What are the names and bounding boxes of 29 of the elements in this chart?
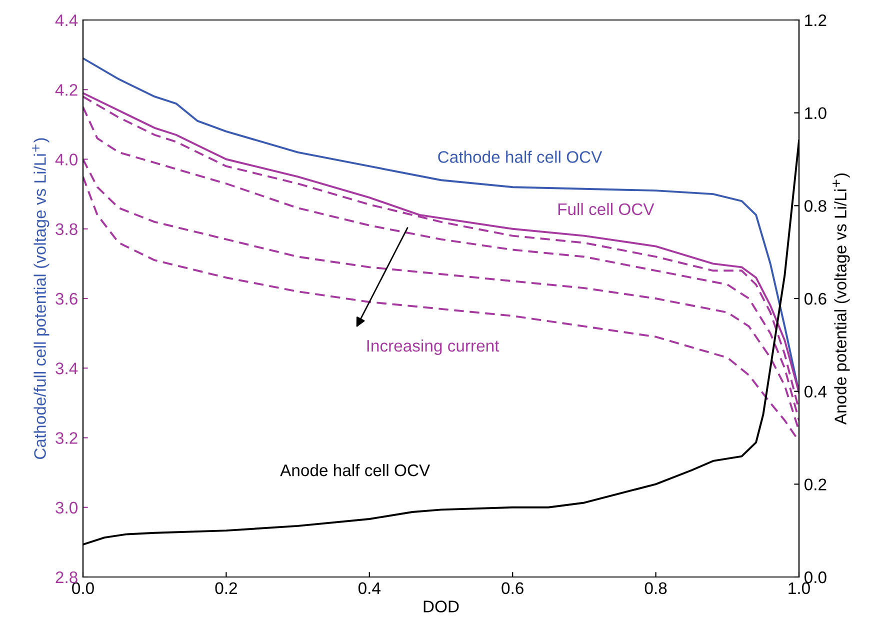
- y-tick-label: 4.2: [55, 84, 78, 96]
- y2-tick-label: 0.6: [804, 292, 826, 305]
- y-tick-label: 3.0: [56, 502, 78, 514]
- annotation: Increasing current: [367, 339, 500, 356]
- x-tick-label: 0.0: [72, 582, 94, 594]
- series-label: Cathode half cell OCV: [438, 150, 602, 163]
- x-axis-title: DOD: [424, 600, 459, 612]
- y-tick-label: 3.2: [56, 432, 78, 444]
- y2-tick-label: 0.8: [804, 200, 826, 212]
- y2-axis-title: Anode potential (voltage vs Li/Li$^{+}$): [832, 173, 850, 425]
- x-tick-label: 0.8: [644, 582, 667, 594]
- x-tick-label: 0.6: [502, 582, 524, 594]
- y-axis-title: Cathode/full cell potential (voltage vs Li/Li$^{+}$): [32, 138, 50, 459]
- y-tick-label: 2.8: [56, 571, 78, 584]
- series-label: Full cell OCV: [558, 202, 654, 216]
- x-tick-label: 0.2: [215, 582, 237, 594]
- y-tick-label: 3.6: [56, 292, 78, 305]
- text: Anode half cell OCV: [280, 464, 430, 476]
- y2-tick-label: 0.0: [804, 571, 826, 584]
- y-tick-label: 4.0: [55, 154, 78, 166]
- y-tick-label: 3.4: [56, 362, 78, 374]
- y2-tick-label: 0.4: [804, 386, 827, 398]
- x-tick-label: 0.4: [358, 582, 380, 594]
- y-tick-label: 3.8: [56, 223, 78, 236]
- y2-tick-label: 1.0: [805, 107, 826, 120]
- y2-tick-label: 1.2: [805, 14, 826, 26]
- y-tick-label: 4.4: [55, 14, 78, 26]
- x-tick-label: 1.0: [788, 582, 810, 594]
- y2-tick-label: 0.2: [804, 478, 826, 490]
